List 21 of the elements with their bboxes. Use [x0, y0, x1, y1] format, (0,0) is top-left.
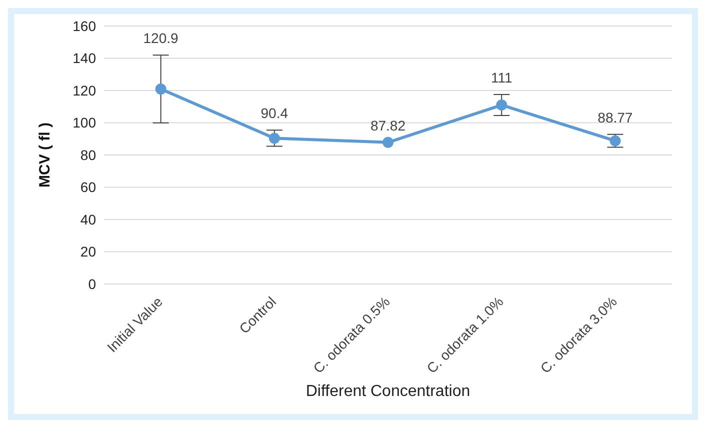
y-tick-label: 60 [80, 179, 96, 196]
data-label: 87.82 [370, 117, 406, 134]
data-label: 120.9 [143, 30, 179, 46]
y-tick-label: 140 [72, 50, 96, 66]
point [268, 132, 280, 144]
point [496, 100, 508, 111]
y-tick-label: 120 [72, 82, 96, 98]
data-label: 90.4 [260, 105, 288, 122]
data-label: 111 [490, 70, 512, 86]
data-label: 88.77 [598, 109, 633, 126]
y-tick-label: 40 [80, 211, 96, 228]
point [155, 84, 166, 95]
x-axis-title: Different Concentration [306, 383, 470, 400]
point [610, 135, 621, 146]
y-tick-label: 100 [72, 114, 96, 131]
y-tick-label: 80 [80, 146, 96, 163]
y-tick-label: 20 [80, 244, 96, 260]
y-tick-label: 160 [72, 18, 96, 34]
y-axis-title: MCV ( fl ) [36, 122, 54, 188]
point [382, 136, 394, 148]
y-tick-label: 0 [88, 276, 96, 292]
